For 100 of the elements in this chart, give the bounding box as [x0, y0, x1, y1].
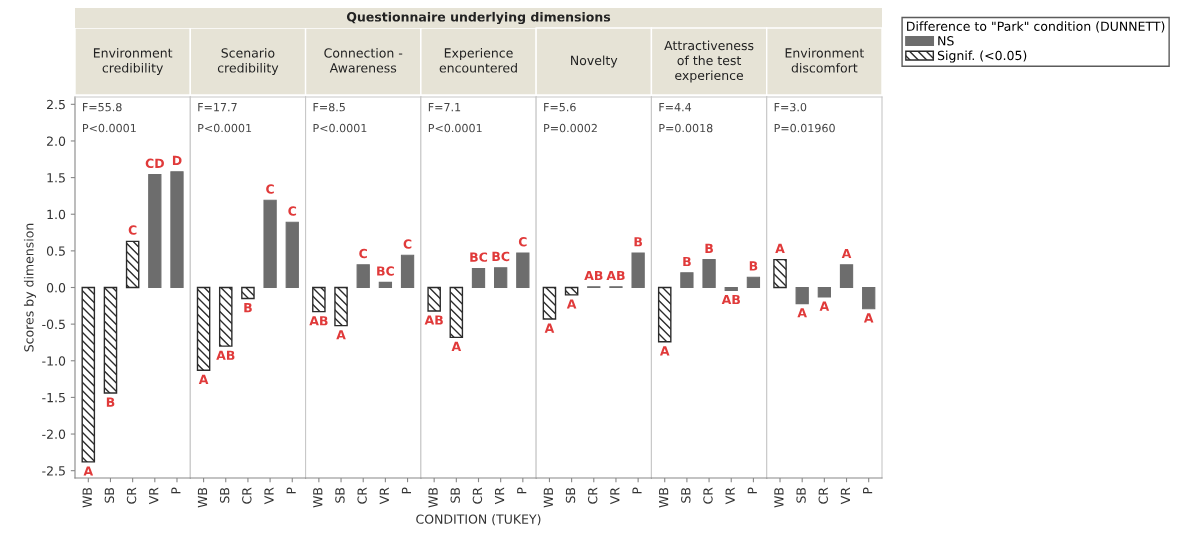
data-label: B	[106, 397, 115, 407]
bar	[334, 286, 348, 327]
data-label: B	[749, 261, 758, 271]
y-axis-title: Scores by dimension	[23, 223, 37, 352]
data-label: A	[198, 374, 209, 384]
x-tick-label: SB	[335, 487, 345, 503]
y-tick-label: 2.0	[47, 136, 66, 146]
data-label: B	[634, 237, 643, 247]
chart-title: Attractiveness of the test experience	[664, 40, 754, 83]
data-label: AB	[216, 350, 235, 360]
annotation: F=55.8	[83, 102, 122, 112]
bar	[746, 276, 761, 289]
y-tick-label: 0.5	[46, 246, 65, 256]
bar	[400, 254, 415, 289]
bar	[81, 286, 96, 463]
y-tick-label: 2.5	[47, 99, 65, 110]
data-label: A	[841, 248, 852, 259]
chart-title: Scenario credibility	[217, 47, 279, 76]
data-label: B	[705, 243, 713, 253]
annotation: F=8.5	[313, 102, 345, 112]
data-label: D	[172, 155, 182, 165]
x-tick-label: CR	[587, 487, 598, 504]
data-label: C	[288, 206, 297, 216]
y-tick-label: -2.0	[42, 429, 66, 439]
annotation: P<0.0001	[83, 123, 136, 133]
x-tick-label: CR	[357, 487, 367, 504]
x-tick-label: VR	[725, 487, 735, 505]
data-label: B	[244, 303, 252, 313]
y-tick-label: -2.5	[42, 466, 65, 476]
x-tick-label: P	[401, 487, 411, 494]
x-tick-label: WB	[428, 487, 438, 508]
x-tick-label: WB	[774, 487, 784, 508]
bar	[702, 259, 716, 289]
bar	[356, 264, 370, 289]
annotation: F=5.6	[544, 102, 576, 112]
x-tick-label: CR	[818, 487, 828, 504]
y-tick-label: -0.5	[42, 319, 65, 330]
y-tick-label: -1.0	[42, 356, 66, 366]
data-label: A	[659, 346, 670, 356]
data-label: BC	[377, 266, 394, 276]
x-tick-label: WB	[82, 487, 92, 508]
chart-title: Environment discomfort	[785, 47, 864, 73]
data-label: A	[863, 313, 874, 323]
data-label: C	[266, 184, 274, 194]
data-label: C	[359, 248, 367, 259]
data-label: A	[797, 308, 807, 318]
data-label: C	[128, 225, 137, 235]
legend-label: Signif. (<0.05)	[937, 50, 1027, 63]
data-label: AB	[424, 315, 443, 325]
annotation: F=17.7	[198, 103, 237, 112]
data-label: A	[819, 301, 830, 311]
x-tick-label: VR	[264, 487, 274, 505]
data-label: AB	[721, 294, 740, 305]
data-label: BC	[470, 252, 488, 262]
bar	[494, 267, 508, 289]
x-tick-label: CR	[472, 487, 483, 504]
x-tick-label: VR	[495, 487, 505, 505]
annotation: P=0.0018	[659, 123, 713, 133]
annotation: P<0.0001	[313, 123, 367, 133]
x-tick-label: VR	[840, 487, 850, 505]
bar	[516, 252, 530, 289]
annotation: P<0.0001	[198, 123, 252, 133]
x-tick-label: VR	[149, 487, 159, 505]
data-label: A	[83, 466, 94, 476]
x-tick-label: CR	[242, 487, 252, 504]
x-tick-label: P	[747, 487, 757, 494]
data-label: A	[544, 323, 555, 333]
chart-title: Connection - Awareness	[324, 47, 403, 73]
x-tick-label: CR	[703, 487, 713, 504]
chart-title: Environment credibility	[93, 47, 173, 76]
x-tick-label: CR	[126, 487, 137, 504]
x-tick-label: P	[632, 487, 642, 494]
data-label: AB	[606, 270, 625, 280]
x-tick-label: WB	[543, 487, 553, 508]
data-label: A	[336, 330, 346, 340]
annotation: F=7.1	[428, 103, 461, 112]
bar	[449, 286, 464, 339]
x-tick-label: SB	[104, 487, 115, 503]
bar	[148, 174, 162, 289]
data-label: C	[403, 239, 412, 249]
y-tick-label: -1.5	[42, 393, 65, 403]
chart-title: Experience encountered	[439, 47, 517, 73]
x-tick-label: SB	[219, 487, 230, 503]
annotation: F=4.4	[659, 103, 692, 112]
x-tick-label: SB	[681, 487, 691, 503]
bar	[471, 267, 486, 289]
annotation: P=0.01960	[774, 123, 835, 133]
bar	[170, 171, 184, 289]
bar	[427, 286, 441, 312]
y-tick-label: 1.5	[47, 173, 65, 183]
data-label: CD	[145, 158, 164, 169]
annotation: P<0.0001	[428, 123, 482, 133]
x-tick-label: P	[286, 487, 296, 494]
x-tick-label: VR	[379, 487, 389, 505]
x-axis-title: CONDITION (TUKEY)	[416, 514, 541, 526]
x-tick-label: VR	[610, 487, 620, 505]
chart-subtitle: Questionnaire underlying dimensions	[346, 11, 611, 25]
y-tick-label: 0.0	[46, 282, 66, 293]
data-label: A	[775, 243, 785, 253]
bar	[724, 286, 738, 291]
